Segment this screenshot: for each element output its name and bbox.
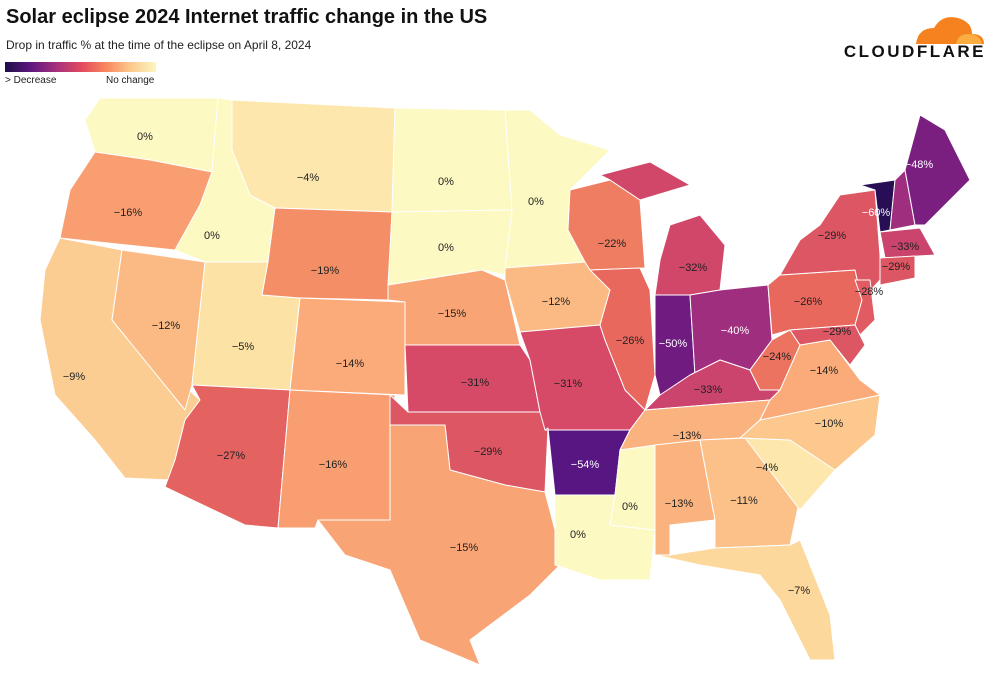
- state-label-co: −14%: [336, 358, 365, 370]
- state-label-ny: −29%: [818, 230, 847, 242]
- state-label-ok: −29%: [474, 446, 503, 458]
- state-label-mo: −31%: [554, 378, 583, 390]
- state-label-va: −14%: [810, 365, 839, 377]
- state-label-fl: −7%: [788, 585, 811, 597]
- state-tx: [317, 424, 561, 666]
- state-label-ky: −33%: [694, 384, 723, 396]
- state-label-tx: −15%: [450, 542, 479, 554]
- state-me: [904, 114, 971, 226]
- state-label-wi: −22%: [598, 238, 627, 250]
- state-label-ia: −12%: [542, 296, 571, 308]
- state-label-il: −26%: [616, 335, 645, 347]
- state-label-me: −48%: [905, 159, 934, 171]
- state-label-al: −13%: [665, 498, 694, 510]
- cloudflare-logo-text: CLOUDFLARE: [843, 42, 986, 61]
- cloudflare-logo-cloud-icon: [916, 17, 984, 44]
- state-label-nv: −12%: [152, 320, 181, 332]
- state-ma: [879, 227, 936, 259]
- legend-high-label: No change: [106, 75, 155, 86]
- state-label-mi: −32%: [679, 262, 708, 274]
- state-label-id: 0%: [204, 230, 220, 242]
- state-label-ar: −54%: [571, 459, 600, 471]
- chart-title: Solar eclipse 2024 Internet traffic chan…: [6, 6, 488, 28]
- state-co: [289, 297, 406, 396]
- state-label-la: 0%: [570, 529, 586, 541]
- state-md: [789, 324, 866, 366]
- state-il: [589, 267, 656, 411]
- state-label-nc: −10%: [815, 418, 844, 430]
- state-sd: [387, 209, 513, 286]
- state-label-ms: 0%: [622, 501, 638, 513]
- state-label-ca: −9%: [63, 371, 86, 383]
- state-label-ne: −15%: [438, 308, 467, 320]
- state-nv: [111, 249, 206, 411]
- state-mt: [231, 99, 396, 213]
- legend-color-scale: [5, 62, 156, 72]
- state-label-ga: −11%: [730, 495, 758, 507]
- state-fl: [654, 539, 836, 661]
- state-label-mn: 0%: [528, 196, 544, 208]
- state-mi: [654, 214, 726, 296]
- state-label-oh: −40%: [721, 325, 750, 337]
- state-label-sd: 0%: [438, 242, 454, 254]
- state-label-ks: −31%: [461, 377, 490, 389]
- state-label-tn: −13%: [673, 430, 702, 442]
- state-label-nd: 0%: [438, 176, 454, 188]
- state-label-md: −29%: [823, 326, 852, 338]
- state-label-ma: −33%: [891, 241, 920, 253]
- state-label-ut: −5%: [232, 341, 255, 353]
- state-label-pa: −26%: [794, 296, 823, 308]
- state-wy: [261, 207, 393, 301]
- state-label-wv: −24%: [763, 351, 792, 363]
- state-label-wy: −19%: [311, 265, 340, 277]
- state-label-wa: 0%: [137, 131, 153, 143]
- state-label-sc: −4%: [756, 462, 779, 474]
- state-label-az: −27%: [217, 450, 246, 462]
- state-label-nj: −28%: [855, 286, 884, 298]
- state-ms: [609, 444, 656, 531]
- state-label-vt: −60%: [862, 207, 891, 219]
- legend-low-label: > Decrease: [5, 75, 57, 86]
- state-ct: [879, 255, 916, 286]
- state-label-in: −50%: [659, 338, 688, 350]
- chart-subtitle: Drop in traffic % at the time of the ecl…: [6, 38, 312, 52]
- state-label-mt: −4%: [297, 172, 320, 184]
- state-label-ct: −29%: [882, 261, 911, 273]
- state-label-nm: −16%: [319, 459, 348, 471]
- state-nd: [391, 107, 513, 213]
- state-mi: [599, 161, 691, 201]
- state-label-or: −16%: [114, 207, 143, 219]
